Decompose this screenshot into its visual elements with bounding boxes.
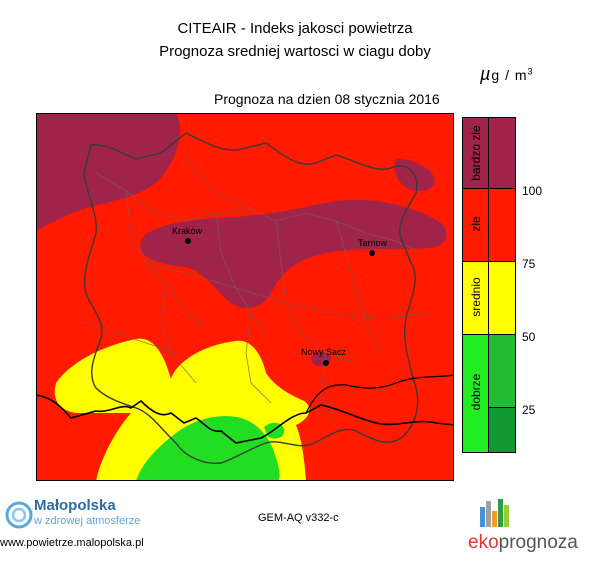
very-bad-zone-northwest [36, 113, 180, 231]
ekoprognoza-logo-text: ekoprognoza [468, 532, 578, 553]
country-border-east [305, 374, 454, 414]
scale-swatch-good: dobrze [462, 335, 489, 453]
chart-title: CITEAIR - Indeks jakosci powietrza [177, 20, 413, 37]
ekoprognoza-bars-icon [480, 499, 509, 527]
city-label-tarnow: Tarnow [358, 238, 388, 248]
color-scale: bardzo zle zle srednio dobrze [462, 117, 516, 453]
scale-band-moderate [489, 262, 516, 335]
scale-swatch-bad: zle [462, 189, 489, 262]
scale-label-moderate: srednio [469, 277, 483, 317]
scale-swatch-very-bad: bardzo zle [462, 117, 489, 189]
forecast-map: Kraków Tarnow Nowy Sacz [36, 113, 454, 481]
scale-tick-50: 50 [522, 330, 536, 344]
scale-band-good-upper [489, 335, 516, 408]
scale-tick-100: 100 [522, 184, 543, 198]
model-version: GEM-AQ v332-c [258, 512, 339, 524]
very-bad-zone-band [140, 199, 447, 309]
scale-band-good-lower [489, 408, 516, 453]
unit-label: µg / m3 [480, 64, 534, 84]
malopolska-url[interactable]: www.powietrze.malopolska.pl [0, 537, 144, 549]
malopolska-subtitle: w zdrowej atmosferze [34, 515, 141, 527]
scale-band-bad [489, 189, 516, 262]
scale-label-bad: zle [469, 216, 483, 232]
map-frame [36, 113, 454, 481]
country-border [36, 394, 454, 444]
city-label-krakow: Kraków [172, 226, 203, 236]
scale-tick-25: 25 [522, 403, 536, 417]
city-marker-krakow [185, 238, 191, 244]
city-label-nowy-sacz: Nowy Sacz [301, 347, 347, 357]
district-borders [85, 152, 427, 424]
forecast-date: Prognoza na dzien 08 stycznia 2016 [214, 91, 440, 107]
malopolska-swirl-icon [5, 501, 33, 529]
scale-tick-75: 75 [522, 257, 536, 271]
city-marker-nowy-sacz [323, 360, 329, 366]
malopolska-title: Małopolska [34, 497, 116, 514]
good-zone [136, 416, 280, 481]
scale-label-good: dobrze [469, 373, 483, 411]
voivodeship-border [83, 132, 419, 465]
scale-label-very-bad: bardzo zle [469, 125, 483, 181]
chart-subtitle: Prognoza sredniej wartosci w ciagu doby [159, 43, 431, 60]
city-marker-tarnow [369, 250, 375, 256]
scale-band-very-bad [489, 117, 516, 189]
scale-swatch-moderate: srednio [462, 262, 489, 335]
